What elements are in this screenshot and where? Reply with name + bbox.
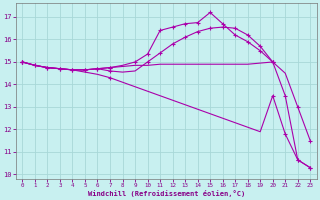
X-axis label: Windchill (Refroidissement éolien,°C): Windchill (Refroidissement éolien,°C) xyxy=(88,190,245,197)
